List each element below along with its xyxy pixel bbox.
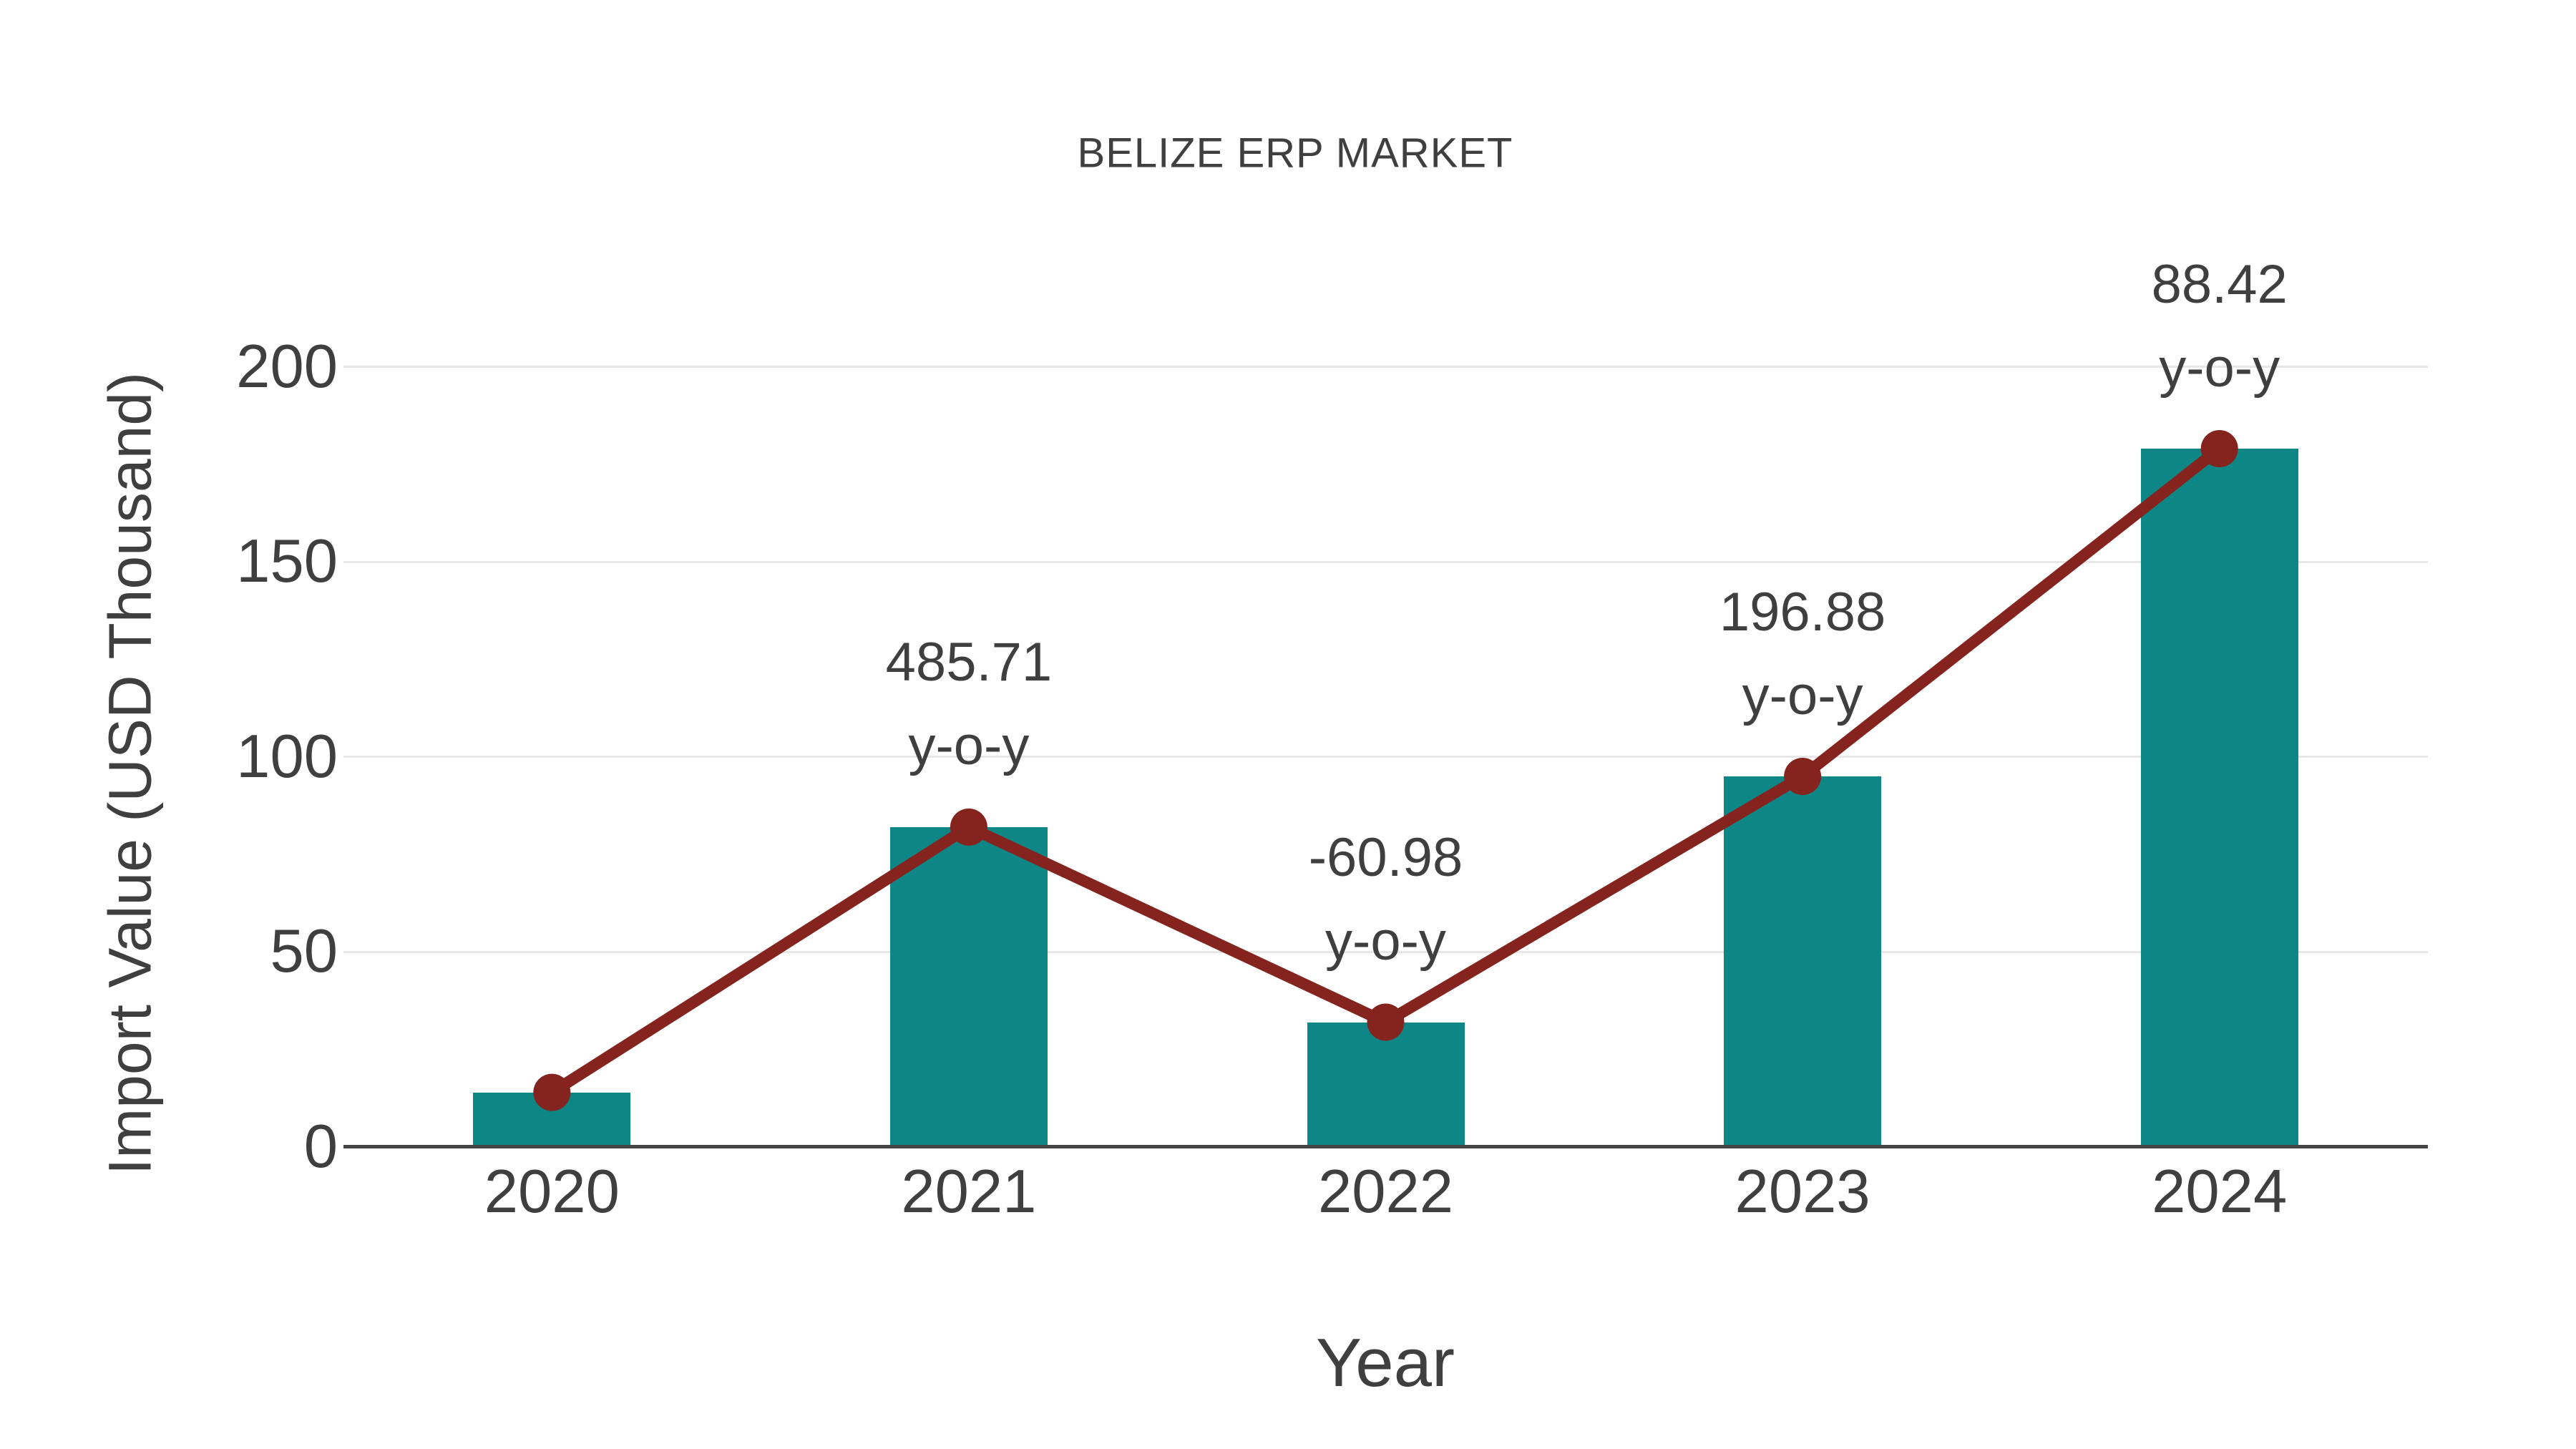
- yoy-value-2021: 485.71: [885, 632, 1053, 693]
- bar-2023: [1724, 776, 1882, 1147]
- yoy-suffix-2022: y-o-y: [1325, 911, 1446, 972]
- trend-marker-2024: [2200, 430, 2238, 468]
- yoy-annotation-2024: 88.42 y-o-y: [2152, 243, 2288, 410]
- y-tick-label-100: 100: [236, 722, 338, 791]
- y-tick-label-150: 150: [236, 527, 338, 596]
- x-tick-label-2024: 2024: [2152, 1158, 2288, 1226]
- y-tick-label-50: 50: [270, 917, 338, 986]
- yoy-value-2024: 88.42: [2151, 253, 2288, 315]
- yoy-value-2023: 196.88: [1719, 581, 1886, 643]
- y-tick-label-0: 0: [303, 1113, 338, 1181]
- x-tick-label-2023: 2023: [1735, 1158, 1870, 1226]
- bar-2024: [2140, 449, 2298, 1147]
- x-axis-line: [343, 1145, 2428, 1148]
- bar-2021: [889, 826, 1048, 1147]
- y-tick-label-200: 200: [236, 332, 338, 401]
- bar-2022: [1307, 1022, 1465, 1147]
- chart-title: BELIZE ERP MARKET: [1077, 130, 1513, 177]
- trend-marker-2020: [533, 1073, 571, 1111]
- yoy-annotation-2023: 196.88 y-o-y: [1719, 570, 1885, 738]
- yoy-annotation-2022: -60.98 y-o-y: [1309, 816, 1463, 983]
- trend-line: [546, 443, 2225, 1098]
- x-tick-label-2020: 2020: [484, 1158, 620, 1226]
- x-axis-title: Year: [1316, 1324, 1455, 1401]
- gridline-100: [343, 756, 2428, 758]
- trend-marker-2022: [1367, 1003, 1405, 1041]
- trend-marker-2023: [1784, 758, 1822, 796]
- x-tick-label-2021: 2021: [901, 1158, 1037, 1226]
- gridline-200: [343, 366, 2428, 368]
- gridline-50: [343, 950, 2428, 953]
- gridline-150: [343, 560, 2428, 563]
- trend-marker-2021: [950, 808, 987, 846]
- yoy-value-2022: -60.98: [1308, 827, 1463, 889]
- yoy-suffix-2021: y-o-y: [908, 716, 1030, 777]
- yoy-suffix-2023: y-o-y: [1742, 665, 1863, 726]
- yoy-suffix-2024: y-o-y: [2159, 337, 2280, 399]
- x-tick-label-2022: 2022: [1317, 1158, 1454, 1226]
- yoy-annotation-2021: 485.71 y-o-y: [886, 620, 1052, 788]
